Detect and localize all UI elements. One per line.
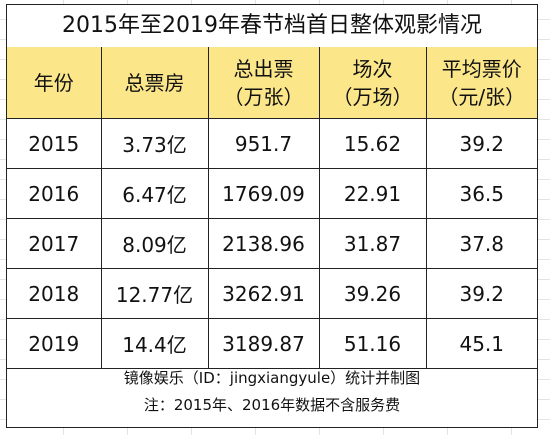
cell-box-office: 12.77亿 <box>100 268 209 319</box>
cell-box-office: 3.73亿 <box>100 118 209 169</box>
cell-screenings: 51.16 <box>318 318 427 369</box>
footnote: 注：2015年、2016年数据不含服务费 <box>143 396 401 414</box>
cell-screenings: 31.87 <box>318 218 427 269</box>
box-office-table: 年份 总票房 总出票 （万张） 场次 （万场） 平均票价 <box>7 47 537 369</box>
cell-avg-price: 45.1 <box>425 318 537 369</box>
cell-avg-price: 39.2 <box>425 118 537 169</box>
table-title: 2015年至2019年春节档首日整体观影情况 <box>7 5 537 48</box>
cell-tickets: 3189.87 <box>207 318 320 369</box>
cell-year: 2019 <box>7 318 102 369</box>
cell-screenings: 15.62 <box>318 118 427 169</box>
cell-tickets: 3262.91 <box>207 268 320 319</box>
cell-screenings: 22.91 <box>318 168 427 219</box>
cell-avg-price: 39.2 <box>425 268 537 319</box>
cell-tickets: 2138.96 <box>207 218 320 269</box>
header-screenings: 场次 （万场） <box>318 47 427 119</box>
table-row: 2015 3.73亿 951.7 15.62 39.2 <box>7 118 537 169</box>
header-year: 年份 <box>7 47 102 119</box>
cell-screenings: 39.26 <box>318 268 427 319</box>
table-row: 2017 8.09亿 2138.96 31.87 37.8 <box>7 218 537 269</box>
cell-avg-price: 36.5 <box>425 168 537 219</box>
cell-avg-price: 37.8 <box>425 218 537 269</box>
table-row: 2019 14.4亿 3189.87 51.16 45.1 <box>7 318 537 369</box>
cell-year: 2015 <box>7 118 102 169</box>
cell-box-office: 6.47亿 <box>100 168 209 219</box>
source-credit: 镜像娱乐（ID：jingxiangyule）统计并制图 <box>123 369 421 387</box>
data-card: 2015年至2019年春节档首日整体观影情况 年份 总票房 总出票 （万张） <box>6 4 538 428</box>
cell-box-office: 8.09亿 <box>100 218 209 269</box>
cell-year: 2018 <box>7 268 102 319</box>
header-row: 年份 总票房 总出票 （万张） 场次 （万场） 平均票价 <box>7 47 537 119</box>
table-row: 2016 6.47亿 1769.09 22.91 36.5 <box>7 168 537 219</box>
cell-tickets: 1769.09 <box>207 168 320 219</box>
cell-tickets: 951.7 <box>207 118 320 169</box>
cell-year: 2017 <box>7 218 102 269</box>
cell-year: 2016 <box>7 168 102 219</box>
header-total-box-office: 总票房 <box>100 47 209 119</box>
cell-box-office: 14.4亿 <box>100 318 209 369</box>
table-row: 2018 12.77亿 3262.91 39.26 39.2 <box>7 268 537 319</box>
header-avg-ticket-price: 平均票价 （元/张） <box>425 47 537 119</box>
table-footer: 镜像娱乐（ID：jingxiangyule）统计并制图 注：2015年、2016… <box>7 365 537 419</box>
header-tickets-sold: 总出票 （万张） <box>207 47 320 119</box>
